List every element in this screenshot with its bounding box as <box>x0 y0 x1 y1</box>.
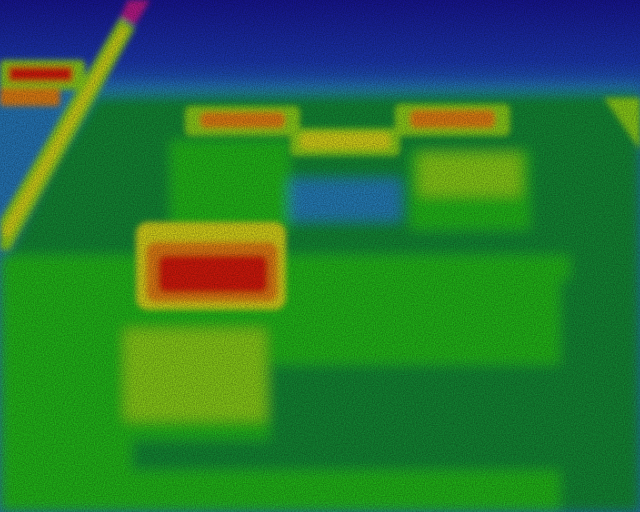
sensor-noise <box>0 0 640 512</box>
thermal-scene <box>0 0 640 512</box>
thermal-image <box>0 0 640 512</box>
